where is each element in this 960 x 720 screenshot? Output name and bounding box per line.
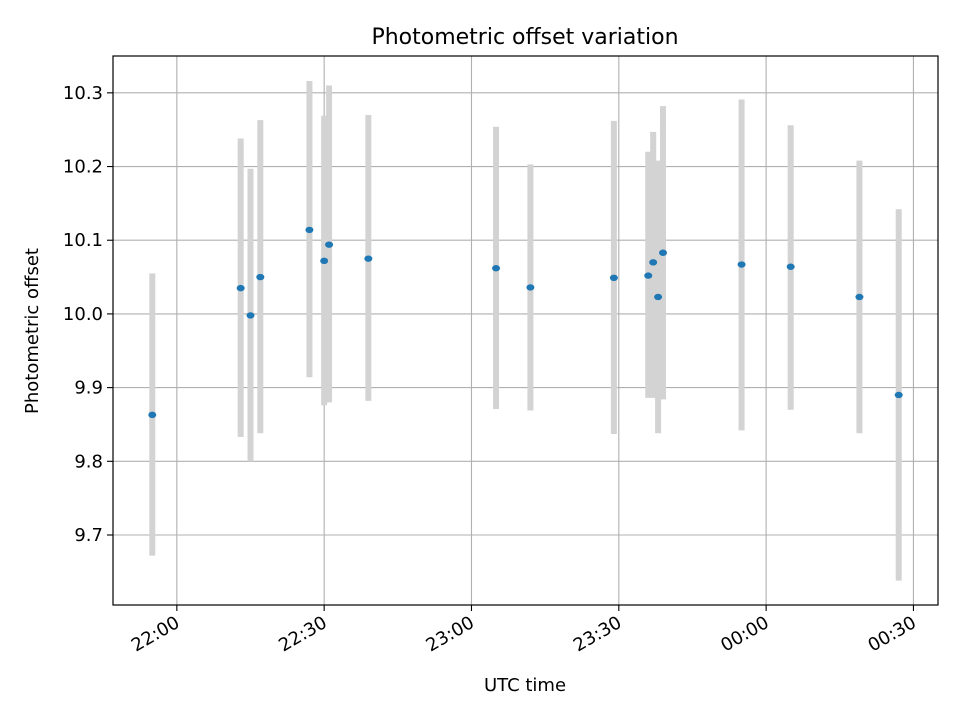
data-point — [644, 272, 653, 279]
data-point — [148, 411, 157, 419]
data-point — [364, 255, 373, 262]
data-point — [325, 241, 334, 248]
data-point — [786, 263, 795, 270]
data-point — [737, 261, 746, 268]
data-point — [320, 257, 329, 265]
y-axis-title: Photometric offset — [22, 248, 43, 414]
data-point — [526, 284, 535, 291]
data-point — [492, 265, 501, 272]
data-point — [246, 312, 255, 319]
y-tick-label: 10.2 — [63, 157, 103, 178]
data-point — [855, 293, 864, 301]
chart-title: Photometric offset variation — [371, 25, 678, 50]
y-tick-label: 9.7 — [74, 525, 103, 546]
y-axis-ticks: 9.7 9.8 9.9 10.0 10.1 10.2 10.3 — [63, 83, 113, 546]
data-point — [894, 391, 903, 399]
x-axis-title: UTC time — [484, 675, 566, 696]
data-point — [236, 284, 245, 292]
y-tick-label: 10.1 — [63, 230, 103, 251]
y-tick-label: 9.9 — [74, 378, 103, 399]
data-point — [649, 259, 658, 266]
data-point — [305, 226, 314, 234]
plot-frame — [112, 55, 939, 606]
data-points — [148, 226, 903, 419]
data-point — [256, 273, 265, 281]
data-point — [609, 274, 618, 282]
data-point — [659, 249, 667, 256]
data-point — [654, 293, 663, 301]
y-tick-label: 10.0 — [63, 304, 103, 325]
y-tick-label: 9.8 — [74, 451, 103, 472]
y-tick-label: 10.3 — [63, 83, 103, 104]
